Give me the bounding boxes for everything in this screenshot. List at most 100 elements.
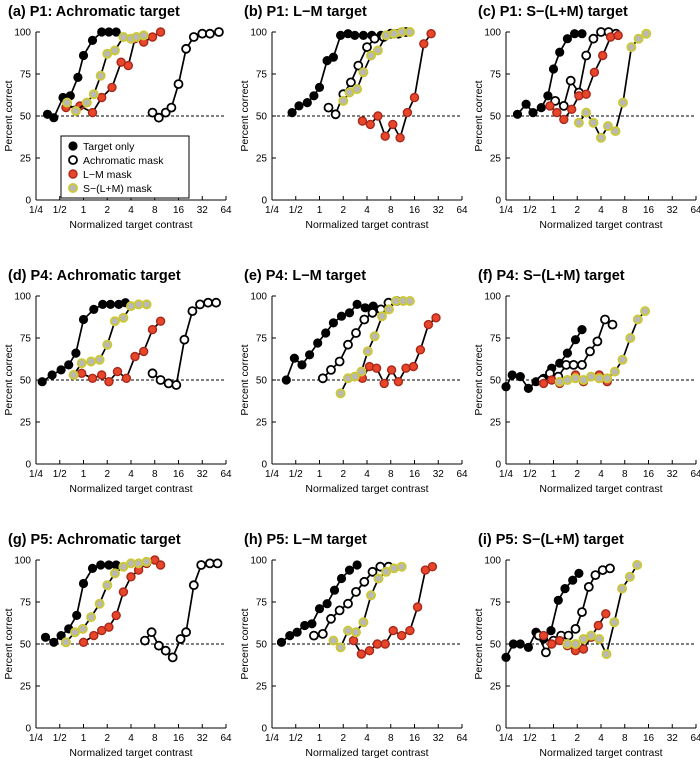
data-point	[515, 639, 525, 649]
data-point	[541, 647, 551, 658]
data-point	[359, 576, 370, 587]
data-point	[344, 308, 355, 318]
data-point	[570, 373, 581, 384]
legend-label: S−(L+M) mask	[83, 183, 153, 195]
panel-e: (e) P4: L−M target 0 25 50 75 100 1/4 1/2 1 2 4 8 16…	[239, 268, 468, 495]
data-point	[596, 132, 606, 143]
x-tick-label: 32	[667, 733, 679, 744]
y-tick-label: 25	[490, 682, 502, 693]
data-point	[317, 629, 328, 639]
series-lm	[545, 30, 623, 125]
data-point	[37, 377, 47, 387]
data-point	[289, 353, 299, 363]
data-point	[384, 304, 394, 315]
y-tick-label: 75	[256, 70, 268, 81]
data-point	[203, 297, 214, 308]
data-point	[195, 299, 205, 310]
panel-g: (g) P5: Achromatic target 0 25 50 75 100 1/4 1/…	[3, 532, 232, 759]
x-tick-label: 8	[152, 733, 158, 744]
data-point	[372, 45, 383, 56]
data-point	[569, 29, 580, 39]
x-tick-label: 8	[388, 469, 394, 480]
series-line	[362, 33, 432, 141]
series-lm	[357, 313, 441, 389]
data-point	[409, 92, 420, 103]
data-point	[336, 30, 346, 41]
legend-label: Achromatic mask	[83, 155, 164, 167]
y-tick-label: 25	[256, 418, 268, 429]
data-point	[602, 373, 613, 384]
data-point	[62, 97, 73, 108]
data-point	[76, 358, 87, 369]
data-point	[329, 585, 340, 595]
data-point	[412, 602, 423, 612]
y-tick-label: 50	[490, 376, 502, 387]
data-point	[562, 348, 573, 358]
data-point	[369, 331, 380, 342]
x-tick-label: 1	[81, 205, 87, 216]
x-tick-label: 8	[388, 205, 394, 216]
x-tick-label: 4	[364, 205, 370, 216]
data-point	[78, 578, 89, 589]
legend-marker-s	[68, 183, 78, 193]
data-point	[78, 314, 89, 325]
data-point	[583, 582, 594, 592]
data-point	[570, 624, 581, 634]
data-point	[287, 107, 297, 118]
data-point	[147, 32, 158, 42]
data-point	[397, 630, 407, 641]
data-point	[86, 612, 97, 623]
data-point	[609, 617, 620, 628]
data-point	[87, 563, 98, 574]
data-point	[213, 27, 224, 37]
data-point	[104, 377, 114, 387]
data-point	[314, 82, 325, 93]
data-point	[585, 346, 595, 357]
data-point	[552, 107, 562, 118]
data-point	[373, 573, 384, 584]
data-point	[349, 371, 360, 382]
data-point	[160, 645, 171, 656]
data-point	[563, 630, 574, 641]
data-point	[358, 67, 369, 78]
x-axis-label: Normalized target contrast	[539, 483, 662, 495]
data-point	[56, 630, 66, 641]
data-point	[568, 575, 578, 585]
legend-marker-lm	[68, 169, 78, 179]
data-point	[386, 365, 397, 375]
data-point	[538, 378, 549, 389]
data-point	[285, 630, 295, 641]
data-point	[605, 32, 616, 42]
data-point	[362, 42, 372, 52]
series-target	[40, 560, 121, 647]
data-point	[155, 27, 166, 37]
x-tick-label: 32	[433, 469, 445, 480]
data-point	[356, 649, 367, 659]
y-tick-label: 100	[484, 556, 501, 567]
data-point	[179, 334, 190, 345]
data-point	[109, 568, 120, 579]
data-point	[588, 117, 599, 128]
series-line	[322, 300, 397, 379]
data-point	[601, 609, 611, 619]
data-point	[632, 314, 643, 325]
x-tick-label: 1	[551, 733, 557, 744]
x-tick-label: 4	[364, 733, 370, 744]
y-tick-label: 25	[20, 154, 32, 165]
x-tick-label: 1	[317, 205, 323, 216]
series-s	[338, 27, 415, 106]
x-tick-label: 16	[173, 733, 185, 744]
x-tick-label: 4	[128, 469, 134, 480]
data-point	[395, 133, 405, 143]
series-s	[62, 30, 149, 116]
data-point	[357, 116, 368, 126]
data-point	[352, 299, 362, 309]
data-point	[146, 627, 157, 638]
y-tick-label: 100	[250, 28, 267, 39]
data-point	[94, 598, 105, 609]
x-tick-label: 4	[598, 733, 604, 744]
x-tick-label: 8	[622, 205, 628, 216]
data-point	[565, 75, 576, 86]
data-point	[102, 339, 113, 350]
data-point	[577, 607, 587, 617]
